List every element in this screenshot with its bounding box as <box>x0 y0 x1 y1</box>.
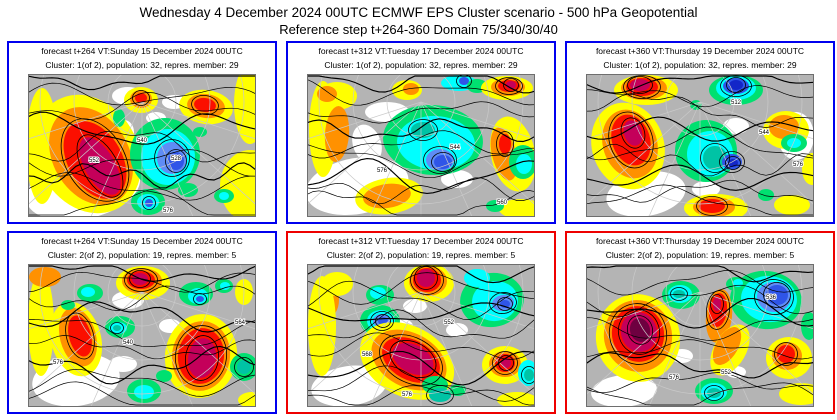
svg-text:544: 544 <box>450 145 461 151</box>
geopotential-map: 576 544 512 <box>586 74 814 218</box>
svg-text:564: 564 <box>235 320 246 326</box>
svg-text:568: 568 <box>362 352 373 358</box>
geopotential-map: 568 552 576 <box>307 264 535 408</box>
svg-text:576: 576 <box>163 208 174 214</box>
panel-forecast-line: forecast t+360 VT:Thursday 19 December 2… <box>595 236 805 247</box>
panel-forecast-line: forecast t+264 VT:Sunday 15 December 202… <box>41 46 243 57</box>
svg-text:528: 528 <box>171 156 182 162</box>
panel-cluster-line: Cluster: 1(of 2), population: 32, repres… <box>324 60 518 71</box>
geopotential-map: 552 540 528 576 <box>28 74 256 218</box>
geopotential-map: 576 540 564 <box>28 264 256 408</box>
forecast-panel-cluster2-t264: forecast t+264 VT:Sunday 15 December 202… <box>7 231 277 415</box>
svg-text:536: 536 <box>766 295 777 301</box>
panel-cluster-line: Cluster: 2(of 2), population: 19, repres… <box>47 250 237 261</box>
panel-cluster-line: Cluster: 2(of 2), population: 19, repres… <box>326 250 516 261</box>
panel-forecast-line: forecast t+264 VT:Sunday 15 December 202… <box>41 236 243 247</box>
panel-forecast-line: forecast t+360 VT:Thursday 19 December 2… <box>595 46 805 57</box>
forecast-panel-cluster2-t312: forecast t+312 VT:Tuesday 17 December 20… <box>286 231 556 415</box>
panel-cluster-line: Cluster: 2(of 2), population: 19, repres… <box>605 250 795 261</box>
forecast-panel-cluster1-t360: forecast t+360 VT:Thursday 19 December 2… <box>565 41 835 225</box>
svg-text:576: 576 <box>402 392 413 398</box>
svg-text:544: 544 <box>759 130 770 136</box>
title-block: Wednesday 4 December 2024 00UTC ECMWF EP… <box>0 0 837 38</box>
svg-text:512: 512 <box>731 100 742 106</box>
svg-text:576: 576 <box>377 168 388 174</box>
svg-text:576: 576 <box>793 162 804 168</box>
geopotential-map: 576 536 552 <box>586 264 814 408</box>
forecast-panel-cluster1-t264: forecast t+264 VT:Sunday 15 December 202… <box>7 41 277 225</box>
svg-text:552: 552 <box>444 320 455 326</box>
panel-grid: forecast t+264 VT:Sunday 15 December 202… <box>0 38 837 415</box>
svg-text:540: 540 <box>137 138 148 144</box>
panel-forecast-line: forecast t+312 VT:Tuesday 17 December 20… <box>318 46 524 57</box>
svg-text:560: 560 <box>497 200 508 206</box>
page-title: Wednesday 4 December 2024 00UTC ECMWF EP… <box>139 5 698 20</box>
forecast-panel-cluster1-t312: forecast t+312 VT:Tuesday 17 December 20… <box>286 41 556 225</box>
panel-cluster-line: Cluster: 1(of 2), population: 32, repres… <box>45 60 239 71</box>
panel-cluster-line: Cluster: 1(of 2), population: 32, repres… <box>603 60 797 71</box>
page-subtitle: Reference step t+264-360 Domain 75/340/3… <box>279 21 558 37</box>
svg-text:576: 576 <box>669 375 680 381</box>
svg-text:552: 552 <box>721 370 732 376</box>
svg-text:552: 552 <box>89 158 100 164</box>
svg-text:540: 540 <box>123 340 134 346</box>
geopotential-map: 576 544 560 <box>307 74 535 218</box>
svg-text:576: 576 <box>53 360 64 366</box>
panel-forecast-line: forecast t+312 VT:Tuesday 17 December 20… <box>318 236 524 247</box>
forecast-panel-cluster2-t360: forecast t+360 VT:Thursday 19 December 2… <box>565 231 835 415</box>
